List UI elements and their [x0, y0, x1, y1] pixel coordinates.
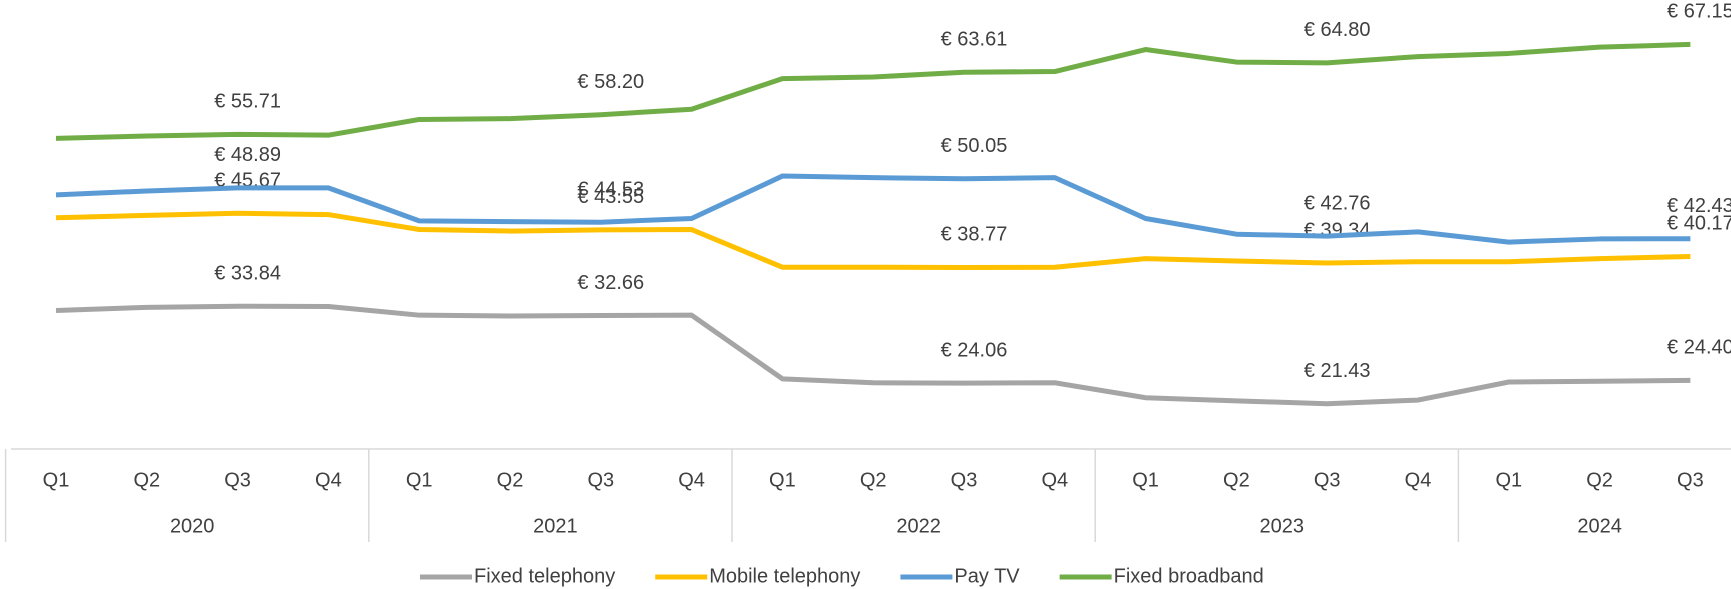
- legend-label: Fixed broadband: [1114, 565, 1264, 587]
- data-label: € 48.89: [214, 144, 281, 166]
- data-label: € 55.71: [214, 91, 281, 113]
- data-label: € 44.53: [577, 178, 644, 200]
- legend-label: Pay TV: [954, 565, 1020, 587]
- x-tick-label: Q1: [1132, 469, 1159, 491]
- data-label: € 67.15: [1667, 1, 1731, 23]
- data-label: € 64.80: [1304, 19, 1371, 41]
- series-line: [55, 41, 1691, 141]
- data-label: € 42.43: [1667, 195, 1731, 217]
- data-label: € 21.43: [1304, 360, 1371, 382]
- x-tick-label: Q4: [1405, 469, 1432, 491]
- group-label: 2020: [170, 515, 215, 537]
- data-label: € 58.20: [577, 71, 644, 93]
- x-tick-label: Q2: [860, 469, 887, 491]
- x-tick-label: Q2: [1223, 469, 1250, 491]
- x-tick-label: Q2: [1586, 469, 1613, 491]
- x-tick-label: Q4: [678, 469, 705, 491]
- group-label: 2022: [896, 515, 941, 537]
- x-tick-label: Q2: [497, 469, 524, 491]
- legend-label: Fixed telephony: [474, 565, 615, 587]
- data-label: € 38.77: [941, 224, 1008, 246]
- data-label: € 43.55: [577, 186, 644, 208]
- x-tick-label: Q4: [1041, 469, 1068, 491]
- data-label: € 24.40: [1667, 337, 1731, 359]
- x-tick-label: Q3: [1314, 469, 1341, 491]
- x-tick-label: Q3: [1677, 469, 1704, 491]
- x-tick-label: Q1: [769, 469, 796, 491]
- group-label: 2024: [1577, 515, 1622, 537]
- x-tick-label: Q1: [406, 469, 433, 491]
- group-label: 2021: [533, 515, 578, 537]
- data-label: € 40.17: [1667, 213, 1731, 235]
- data-label: € 63.61: [941, 29, 1008, 51]
- series-line: [55, 210, 1691, 270]
- x-tick-label: Q3: [224, 469, 251, 491]
- x-tick-label: Q3: [587, 469, 614, 491]
- x-tick-label: Q1: [1495, 469, 1522, 491]
- x-tick-label: Q3: [951, 469, 978, 491]
- series-line: [55, 303, 1691, 407]
- legend-label: Mobile telephony: [709, 565, 860, 587]
- data-label: € 24.06: [941, 339, 1008, 361]
- data-label: € 32.66: [577, 272, 644, 294]
- data-label: € 33.84: [214, 262, 281, 284]
- x-tick-label: Q1: [43, 469, 70, 491]
- series-line: [55, 173, 1691, 245]
- data-label: € 42.76: [1304, 192, 1371, 214]
- data-label: € 50.05: [941, 135, 1008, 157]
- x-tick-label: Q4: [315, 469, 342, 491]
- group-label: 2023: [1260, 515, 1305, 537]
- x-tick-label: Q2: [133, 469, 160, 491]
